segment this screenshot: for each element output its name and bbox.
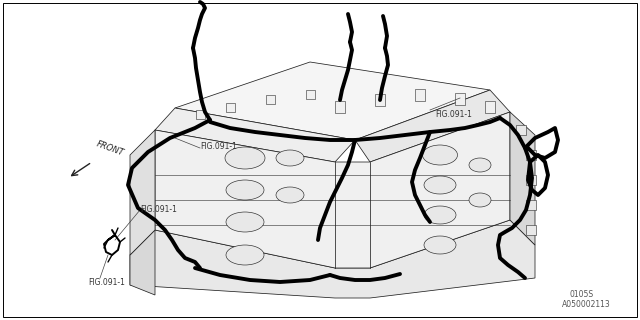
Text: 0105S: 0105S [570,290,594,299]
Text: FRONT: FRONT [95,140,125,158]
Bar [375,94,385,106]
Bar [226,103,235,112]
Polygon shape [130,230,155,295]
Polygon shape [510,112,535,245]
Bar [516,125,526,135]
Bar [526,175,536,185]
Text: FIG.091-1: FIG.091-1 [88,278,125,287]
Bar [455,93,465,105]
Ellipse shape [422,145,458,165]
Polygon shape [175,62,490,140]
Polygon shape [130,220,535,298]
Ellipse shape [225,147,265,169]
Bar [306,90,315,99]
Ellipse shape [276,187,304,203]
Ellipse shape [424,176,456,194]
Ellipse shape [424,236,456,254]
Bar [526,225,536,235]
Bar [196,110,205,119]
Ellipse shape [424,206,456,224]
Polygon shape [155,112,510,268]
Polygon shape [155,108,355,162]
Bar [335,101,345,113]
Bar [526,200,536,210]
Text: FIG.091-1: FIG.091-1 [435,110,472,119]
Ellipse shape [226,180,264,200]
Bar [485,101,495,113]
Text: FIG.091-1: FIG.091-1 [140,205,177,214]
Ellipse shape [226,245,264,265]
Polygon shape [130,130,155,255]
Bar [415,89,425,101]
Ellipse shape [469,158,491,172]
Text: A050002113: A050002113 [562,300,611,309]
Polygon shape [355,90,510,162]
Ellipse shape [276,150,304,166]
Ellipse shape [226,212,264,232]
Text: FIG.091-1: FIG.091-1 [200,142,237,151]
Bar [526,150,536,160]
Bar [266,95,275,104]
Ellipse shape [469,193,491,207]
